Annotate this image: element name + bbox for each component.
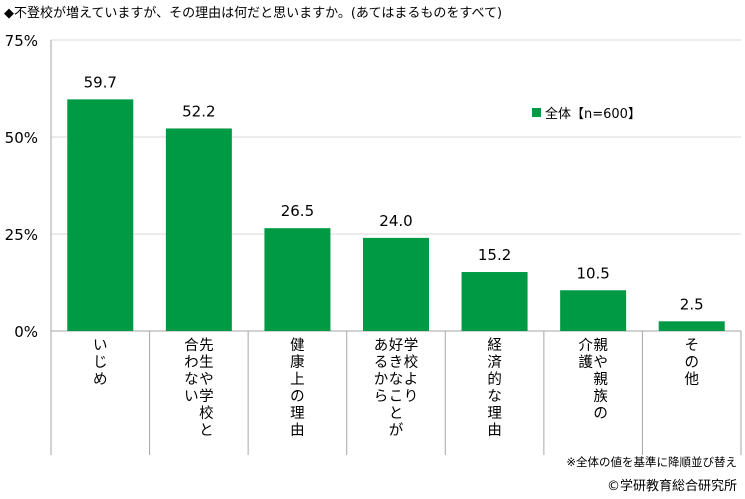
legend-swatch bbox=[532, 108, 541, 117]
category-label-char: と bbox=[199, 423, 214, 439]
category-label-char: こ bbox=[389, 389, 404, 405]
category-label-char: 理 bbox=[290, 406, 305, 422]
category-label-char: き bbox=[389, 354, 404, 371]
category-label-char: 族 bbox=[593, 388, 608, 405]
category-label-char: 健 bbox=[290, 337, 305, 354]
category-label-char: 的 bbox=[487, 371, 502, 388]
category-label-char: 由 bbox=[487, 422, 502, 439]
category-label-char: 親 bbox=[593, 371, 608, 388]
category-label-char: 上 bbox=[290, 371, 305, 388]
category-label-char: 康 bbox=[290, 354, 305, 371]
category-label-char: 介 bbox=[578, 337, 593, 354]
category-label-char: 済 bbox=[487, 354, 502, 371]
category-label-char: め bbox=[93, 371, 108, 388]
legend: 全体【n=600】 bbox=[532, 103, 641, 122]
category-label-char: 護 bbox=[578, 354, 593, 371]
category-label-char: じ bbox=[93, 355, 108, 371]
bar bbox=[67, 99, 134, 331]
category-label-char: 先 bbox=[199, 337, 214, 354]
category-label-char: 由 bbox=[290, 422, 305, 439]
data-label: 59.7 bbox=[84, 73, 117, 91]
category-label-char: 合 bbox=[184, 337, 199, 354]
data-label: 26.5 bbox=[281, 202, 314, 220]
bar bbox=[461, 272, 528, 331]
category-label-char: そ bbox=[684, 338, 699, 354]
y-tick-label: 0% bbox=[14, 323, 38, 341]
chart-title: ◆不登校が増えていますが、その理由は何だと思いますか。(あてはまるものをすべて) bbox=[4, 6, 503, 21]
category-label-char: 他 bbox=[684, 371, 699, 388]
category-label-char: や bbox=[199, 371, 214, 388]
category-label-char: 経 bbox=[487, 337, 502, 354]
category-label-char: あ bbox=[374, 337, 389, 354]
bar bbox=[658, 321, 725, 331]
category-label-char: と bbox=[389, 406, 404, 422]
bar bbox=[264, 228, 331, 331]
bar bbox=[363, 237, 429, 331]
category-label-char: い bbox=[184, 389, 199, 405]
bar bbox=[560, 290, 627, 331]
category-label-char: か bbox=[374, 371, 389, 388]
category-label-char: り bbox=[404, 389, 419, 405]
bar bbox=[165, 128, 232, 331]
data-label: 15.2 bbox=[478, 246, 511, 264]
category-label-char: や bbox=[593, 354, 608, 371]
data-label: 52.2 bbox=[182, 102, 215, 120]
category-label-char: な bbox=[487, 388, 502, 405]
category-label-char: る bbox=[374, 355, 389, 371]
category-label-char: 親 bbox=[593, 337, 608, 354]
data-label: 10.5 bbox=[576, 264, 609, 282]
y-tick-label: 75% bbox=[5, 32, 38, 50]
category-label-char: 生 bbox=[199, 354, 214, 371]
category-label-char: 理 bbox=[487, 406, 502, 422]
category-label-char: の bbox=[290, 389, 305, 405]
category-label-char: わ bbox=[184, 354, 199, 371]
category-label-char: の bbox=[684, 355, 699, 371]
category-label-char: ら bbox=[374, 389, 389, 405]
category-label-char: 学 bbox=[404, 337, 419, 354]
category-label-char: い bbox=[93, 338, 108, 354]
legend-label: 全体【n=600】 bbox=[545, 107, 641, 122]
category-label-char: 校 bbox=[199, 405, 214, 422]
category-label-char: 学 bbox=[199, 388, 214, 405]
category-label-char: 好 bbox=[389, 337, 404, 354]
y-tick-label: 25% bbox=[5, 226, 38, 244]
data-label: 2.5 bbox=[680, 295, 704, 313]
category-label-char: が bbox=[389, 422, 404, 439]
y-tick-label: 50% bbox=[5, 129, 38, 147]
category-label-char: な bbox=[184, 371, 199, 388]
copyright-credit: ©学研教育総合研究所 bbox=[606, 479, 737, 494]
sort-note: ※全体の値を基準に降順並び替え bbox=[566, 455, 737, 469]
category-label-char: な bbox=[389, 371, 404, 388]
category-label-char: の bbox=[593, 406, 608, 422]
data-label: 24.0 bbox=[379, 212, 412, 230]
category-label-char: よ bbox=[404, 372, 419, 388]
category-label-char: 校 bbox=[404, 354, 419, 371]
